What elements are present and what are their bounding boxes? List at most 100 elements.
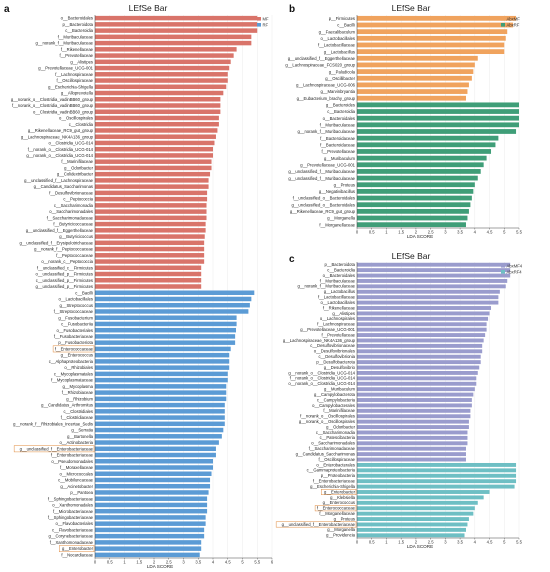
panel-a-bar-label: f__Butyricicoccaceae — [53, 222, 93, 227]
panel-a-x-tick-label: 1.5 — [136, 560, 142, 565]
panel-a-bar — [95, 140, 215, 146]
panel-a-bar-label: o__Actinobacteria — [59, 440, 93, 445]
panel-a-bar — [95, 184, 209, 189]
panel-c-bar-label: c__Desulfovibrionia — [318, 354, 355, 359]
panel-a-bar — [95, 228, 206, 233]
panel-a-bar-label: o__Oscillospirales — [59, 116, 93, 121]
panel-c-highlight-box — [314, 505, 357, 512]
panel-a-bar-label: o__Rhizobiales — [64, 365, 93, 370]
panel-b-bar — [357, 115, 519, 121]
panel-a-bar — [95, 190, 208, 196]
panel-b-bar-label: f__Muribaculaceae — [320, 123, 356, 128]
panel-a-bar-label: c__Bacilli — [75, 290, 93, 295]
panel-a-bar-label: g__Mycoplasma — [63, 384, 94, 389]
panel-c-bar — [357, 506, 475, 511]
panel-a-x-tick-label: 0 — [94, 560, 97, 565]
panel-a-bar — [95, 377, 228, 383]
panel-a-bar-label: g__norank_f__Rhizobiales_Incertae_Sedis — [13, 421, 93, 426]
panel-b-letter: b — [289, 4, 295, 15]
panel-b-x-tick-label: 3.5 — [457, 230, 463, 235]
panel-a-bar-label: o__Bacteroidales — [61, 16, 93, 21]
panel-c-bar-label: c__Bacteroidia — [327, 267, 355, 272]
panel-a-bar — [95, 434, 222, 439]
panel-c-bar-label: o__Saccharimonadales — [311, 441, 355, 446]
panel-a-bar — [95, 427, 224, 433]
panel-b-bar — [357, 195, 472, 201]
panel-a-bar-label: p__Bacteroidota — [63, 22, 94, 27]
panel-a-bar — [95, 502, 208, 508]
panel-c-bar-label: f__Morganellaceae — [319, 511, 355, 516]
panel-a-bar — [95, 527, 205, 533]
panel-a-bar-label: o__unclassified_p__Firmicutes — [36, 272, 94, 277]
panel-c-bar-label: g__Prevotellaceae_UCG-001 — [300, 327, 355, 332]
panel-c-x-tick-label: 2 — [415, 540, 418, 545]
panel-c-bar-label: c__Patescibacteria — [320, 435, 356, 440]
panel-c-bar-label: g__Enterobacter — [324, 489, 356, 494]
panel-a-bar-label: c__unclassified_p__Firmicutes — [36, 278, 93, 283]
panel-a-bar — [95, 171, 211, 177]
panel-c-bar — [357, 414, 471, 419]
panel-c-bar-label: f__Enterococcaceae — [317, 506, 356, 511]
panel-b-bar-label: g__Lachnospiraceae_UCG-006 — [296, 83, 356, 88]
panel-a-bar — [95, 496, 208, 501]
panel-c-bar-label: c__Desulfovibrionaceae — [310, 343, 355, 348]
panel-c-bar — [357, 398, 472, 402]
panel-c-bar-label: g__unclassified_f__Enterobacteriaceae — [282, 522, 356, 527]
panel-a-bar-label: c__Clostridiales — [63, 409, 93, 414]
panel-c-bar — [357, 354, 481, 359]
panel-c-bar-label: g__Campylobacterota — [314, 392, 356, 397]
panel-a-bar — [95, 103, 221, 108]
panel-b-bar-label: f__Bacteroidaceae — [320, 142, 356, 147]
panel-b-bar — [357, 155, 487, 161]
panel-c-bar-label: g__Lachnospiraceae_NK4A136_group — [283, 338, 356, 343]
panel-a-bar — [95, 440, 219, 445]
panel-c-legend-swatch — [501, 264, 505, 268]
panel-a-bar-label: f__Clostridiaceae — [61, 415, 94, 420]
panel-c-bar — [357, 306, 492, 310]
panel-c-bar-label: f__Saccharimonadaceae — [309, 446, 356, 451]
panel-b-bar-label: g__Paludicola — [329, 69, 356, 74]
panel-a-bar — [95, 278, 202, 283]
panel-a-bar-label: g__Prevotellaceae_UCG-001 — [38, 66, 93, 71]
panel-b-bar-label: p__Firmicutes — [329, 16, 355, 21]
panel-a-bar — [95, 115, 219, 121]
panel-a-bar-label: f__Enterobacteriaceae — [51, 453, 94, 458]
panel-a-bar — [95, 452, 216, 458]
panel-b-legend-swatch — [501, 17, 505, 21]
panel-a-bar-label: g__Fusobacterium — [58, 315, 93, 320]
panel-c-bar-label: c__Campylobacteria — [317, 397, 356, 402]
panel-c-x-tick-label: 5 — [503, 540, 506, 545]
panel-c-bar-label: g__Proteus — [334, 516, 355, 521]
panel-b-bar — [357, 169, 481, 174]
panel-b-bar-label: f__unclassified_o__Bacteroidales — [293, 196, 355, 201]
panel-c-bar — [357, 435, 468, 440]
panel-c-x-tick-label: 5.5 — [516, 540, 522, 545]
panel-a-bar — [95, 321, 237, 327]
panel-b-bar-label: g__Eubacterium_brachy_group — [297, 96, 356, 101]
panel-c-bar — [357, 300, 499, 305]
panel-b-x-tick-label: 3 — [444, 230, 447, 235]
panel-a-bar — [95, 552, 200, 558]
panel-c-bar — [357, 387, 475, 392]
panel-a-bar — [95, 465, 213, 470]
panel-b-bar — [357, 35, 506, 41]
panel-c-bar — [357, 333, 486, 338]
panel-b-x-tick-label: 4.5 — [487, 230, 493, 235]
panel-a-bar — [95, 365, 230, 370]
panel-b-x-tick-label: 2.5 — [428, 230, 434, 235]
panel-c-bar — [357, 284, 506, 289]
panel-c-title: LEfSe Bar — [392, 251, 431, 261]
panel-c-bar — [357, 511, 474, 516]
panel-a-bar — [95, 153, 213, 158]
panel-a-bar-label: c__Alphaproteobacteria — [49, 359, 94, 364]
panel-a-legend-swatch — [257, 17, 261, 21]
panel-c-bar — [357, 468, 517, 473]
panel-c-x-tick-label: 4.5 — [487, 540, 493, 545]
panel-a-bar — [95, 290, 255, 295]
panel-a-bar — [95, 196, 208, 202]
panel-c-bar — [357, 419, 469, 424]
panel-c-bar — [357, 360, 481, 365]
panel-a-bar-label: c__Flavobacteriaceae — [52, 527, 94, 532]
panel-a-highlight-box — [13, 445, 95, 453]
panel-a-bar-label: g__Escherichia-Shigella — [48, 84, 94, 89]
